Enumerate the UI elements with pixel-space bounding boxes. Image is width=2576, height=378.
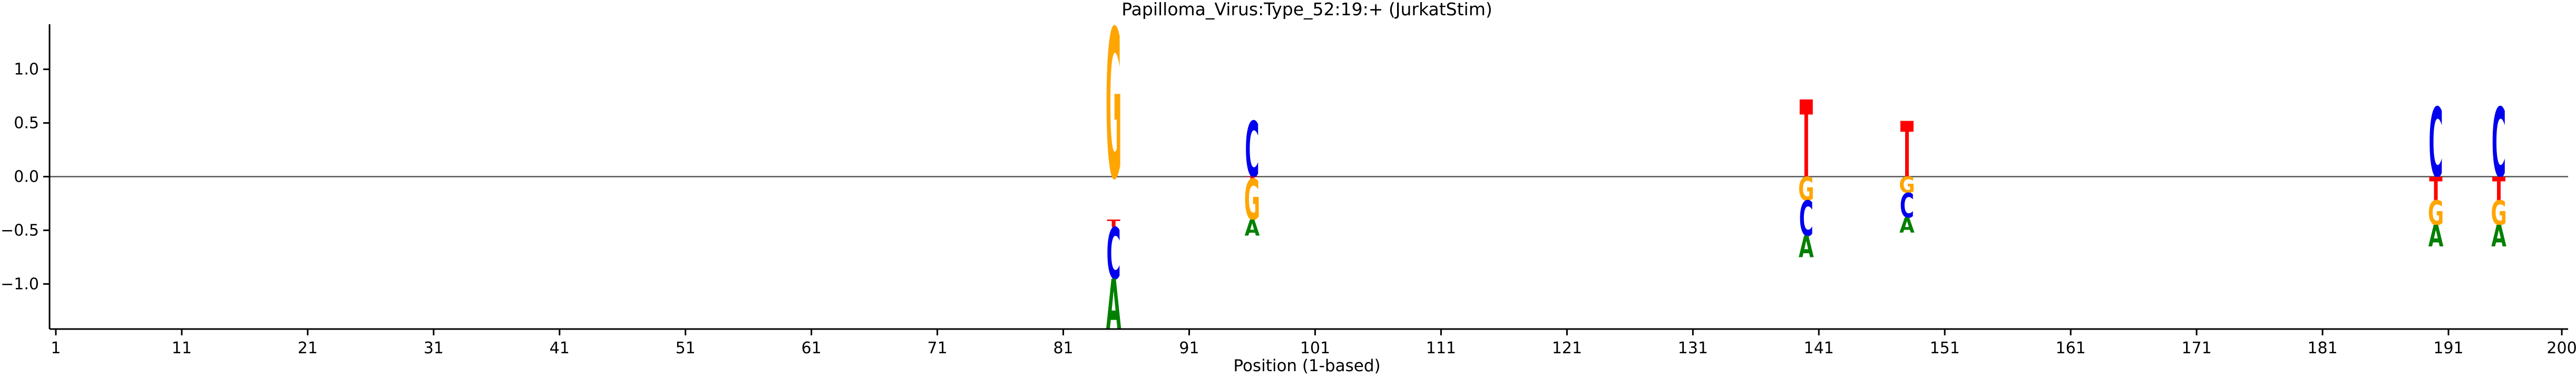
logo-letter-a-pos-85: A xyxy=(1106,265,1121,346)
logo-letter-g-pos-195: G xyxy=(2491,194,2506,233)
logo-letter-a-pos-195: A xyxy=(2491,220,2506,254)
logo-letter-a-pos-148: A xyxy=(1899,214,1915,237)
logo-letter-c-pos-190: C xyxy=(2428,87,2443,199)
x-tick-label: 61 xyxy=(802,339,822,357)
logo-letter-a-pos-190: A xyxy=(2428,220,2444,254)
logo-letter-c-pos-96: C xyxy=(1245,106,1259,195)
logo-letter-t-pos-85: T xyxy=(1107,217,1120,230)
logo-letter-g-pos-190: G xyxy=(2428,194,2444,233)
x-tick-label: 111 xyxy=(1426,339,1456,357)
x-tick-label: 71 xyxy=(928,339,948,357)
x-tick-label: 51 xyxy=(676,339,696,357)
logo-letter-a-pos-96: A xyxy=(1245,216,1260,242)
logo-letter-t-pos-148: T xyxy=(1900,106,1914,195)
logo-letter-c-pos-140: C xyxy=(1799,191,1813,247)
x-tick-label: 91 xyxy=(1179,339,1199,357)
logo-letter-g-pos-96: G xyxy=(1244,167,1260,233)
x-tick-label: 141 xyxy=(1804,339,1834,357)
logo-letter-t-pos-140: T xyxy=(1800,79,1813,203)
x-axis-title: Position (1-based) xyxy=(1233,356,1380,375)
y-tick-label: 0.5 xyxy=(14,114,39,133)
y-tick-label: −1.0 xyxy=(1,275,39,293)
logo-letter-a-pos-140: A xyxy=(1799,231,1814,265)
y-axis-ticks: −1.0 −0.5 0.0 0.5 1.0 xyxy=(1,61,50,293)
x-tick-label: 81 xyxy=(1053,339,1073,357)
x-tick-label: 11 xyxy=(172,339,192,357)
x-tick-label: 41 xyxy=(550,339,570,357)
y-tick-label: 1.0 xyxy=(14,61,39,79)
logo-letter-c-pos-85: C xyxy=(1106,214,1120,296)
logo-letter-c-pos-195: C xyxy=(2492,87,2506,199)
y-tick-label: −0.5 xyxy=(1,221,39,240)
chart-title: Papilloma_Virus:Type_52:19:+ (JurkatStim… xyxy=(1121,0,1492,19)
logo-letter-t-pos-190: T xyxy=(2429,170,2443,207)
x-tick-label: 21 xyxy=(298,339,318,357)
logo-letter-g-pos-148: G xyxy=(1899,173,1915,198)
y-tick-label: 0.0 xyxy=(14,168,39,186)
x-tick-label: 101 xyxy=(1300,339,1330,357)
logo-letter-t-pos-195: T xyxy=(2492,170,2506,207)
x-tick-label: 1 xyxy=(51,339,61,357)
x-tick-label: 31 xyxy=(424,339,444,357)
x-tick-label: 171 xyxy=(2181,339,2211,357)
x-tick-label: 131 xyxy=(1678,339,1708,357)
x-tick-label: 191 xyxy=(2433,339,2463,357)
x-tick-label: 200 xyxy=(2546,339,2576,357)
logo-letter-c-pos-148: C xyxy=(1900,186,1914,226)
logo-letter-g-pos-85: G xyxy=(1106,0,1121,225)
x-tick-label: 181 xyxy=(2307,339,2337,357)
logo-letter-t-pos-96: T xyxy=(1245,176,1258,180)
logo-letter-g-pos-140: G xyxy=(1798,170,1814,207)
x-tick-label: 151 xyxy=(1930,339,1960,357)
x-axis-ticks: 1 11 21 31 41 51 61 71 81 91 101 111 121 131 141 151 161… xyxy=(51,329,2576,357)
x-tick-label: 161 xyxy=(2056,339,2086,357)
x-tick-label: 121 xyxy=(1552,339,1582,357)
